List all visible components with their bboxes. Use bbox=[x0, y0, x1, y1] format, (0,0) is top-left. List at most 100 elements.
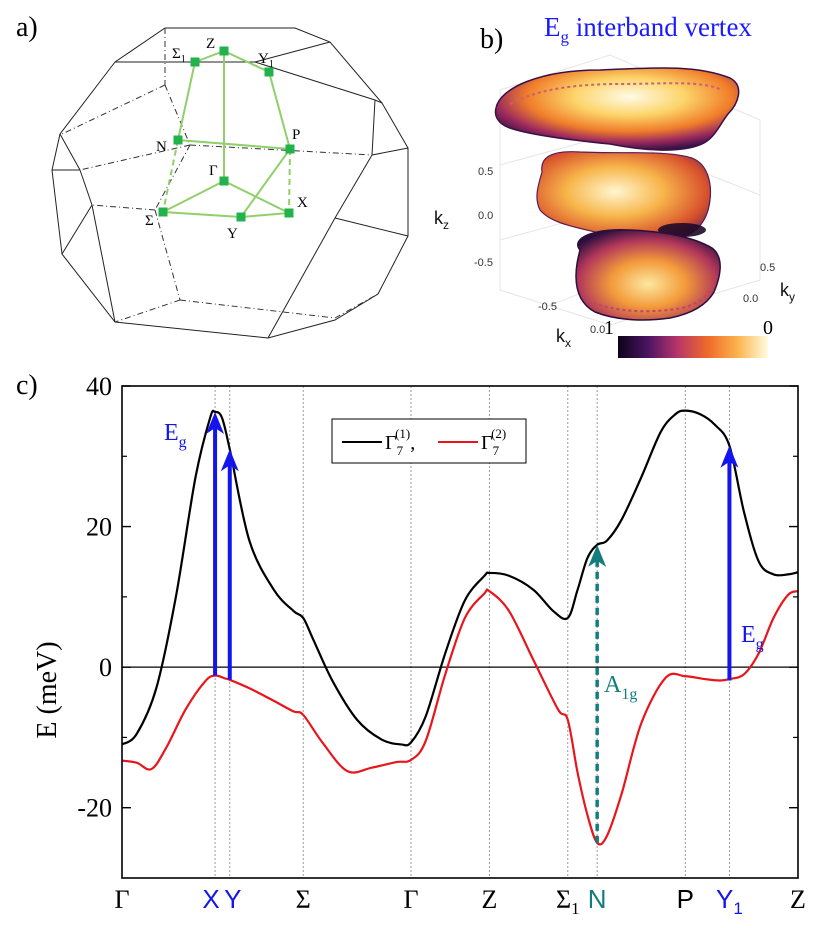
colorbar bbox=[618, 336, 768, 358]
zone-edge bbox=[91, 204, 116, 323]
kx-tick-0: -0.5 bbox=[538, 301, 557, 313]
path-gamma-x bbox=[223, 180, 290, 214]
colorbar-max-label: 0 bbox=[763, 317, 773, 339]
hidden-edge bbox=[114, 299, 181, 323]
path-sigma-y bbox=[162, 211, 242, 218]
x-tick-label-4: Γ bbox=[403, 885, 418, 914]
kz-tick-2: -0.5 bbox=[474, 257, 493, 269]
title-eg-sub: g bbox=[560, 27, 570, 47]
path-y1-p bbox=[268, 71, 291, 150]
zone-edge bbox=[79, 169, 93, 206]
zone-edge bbox=[59, 133, 81, 171]
zone-edge bbox=[371, 147, 409, 156]
panel-c: c) E (meV) -20 0 20 40 Γ X Y Σ Γ Z Σ1 N P Y1 Z Γ7(1),… bbox=[0, 350, 831, 928]
transition-arrow-head-3 bbox=[720, 445, 739, 468]
path-y-x bbox=[240, 212, 290, 218]
point-z bbox=[219, 46, 229, 56]
symmetry-path bbox=[162, 50, 291, 218]
point-p bbox=[285, 144, 295, 154]
point-y bbox=[236, 212, 246, 222]
label-y1: Y1 bbox=[258, 51, 274, 70]
ky-tick-1: 0.0 bbox=[743, 293, 758, 305]
transition-arrows bbox=[206, 412, 739, 843]
path-sigma1-z bbox=[194, 50, 225, 63]
brillouin-zone-figure: Z Σ1 Y1 N P Γ X Σ Y bbox=[51, 27, 409, 339]
label-sigma: Σ bbox=[145, 213, 154, 229]
transition-arrow-head-0 bbox=[206, 412, 225, 435]
y-tick-label-2: 20 bbox=[86, 513, 112, 542]
axis-ky-label: ky bbox=[780, 280, 795, 304]
point-n bbox=[173, 135, 183, 145]
y-axis-ticks: -20 0 20 40 bbox=[77, 372, 798, 823]
x-tick-label-7: N bbox=[588, 884, 607, 914]
series-line-1 bbox=[121, 409, 799, 747]
title-rest: interband vertex bbox=[569, 12, 752, 42]
zone-solid-edges bbox=[51, 27, 409, 339]
eg-annotation-left: Eg bbox=[164, 420, 187, 451]
path-sigma1-n bbox=[177, 61, 196, 141]
x-tick-label-0: Γ bbox=[114, 885, 129, 914]
label-z: Z bbox=[206, 36, 215, 52]
hidden-edge bbox=[154, 209, 181, 301]
zone-edge bbox=[267, 217, 336, 339]
zone-edge bbox=[374, 99, 383, 104]
point-gamma bbox=[219, 176, 229, 186]
path-p-x-dashed bbox=[288, 148, 291, 214]
path-n-sigma-dashed bbox=[162, 139, 179, 213]
zone-outline bbox=[51, 27, 409, 339]
colorbar-min-label: 1 bbox=[604, 317, 614, 339]
point-x bbox=[284, 208, 294, 218]
kz-tick-1: 0.0 bbox=[478, 210, 493, 222]
axis-kx-label: kx bbox=[556, 326, 571, 350]
hidden-edge bbox=[179, 299, 336, 319]
zone-edge bbox=[334, 154, 373, 219]
label-gamma: Γ bbox=[209, 163, 218, 179]
x-axis-ticks: Γ X Y Σ Γ Z Σ1 N P Y1 Z bbox=[114, 884, 805, 918]
hidden-edge bbox=[334, 293, 379, 319]
label-sigma1: Σ1 bbox=[172, 46, 186, 65]
label-x: X bbox=[297, 195, 308, 211]
y-tick-label-1: 0 bbox=[99, 653, 112, 682]
panel-b-label: b) bbox=[480, 24, 504, 55]
series-line-2 bbox=[121, 588, 799, 846]
eg-annotation-right: Eg bbox=[741, 622, 764, 653]
hidden-edge bbox=[154, 144, 191, 211]
kx-tick-1: 0.0 bbox=[590, 324, 605, 336]
x-tick-label-3: Σ bbox=[296, 885, 311, 914]
kz-tick-0: 0.5 bbox=[478, 166, 493, 178]
band-structure-chart: E (meV) -20 0 20 40 Γ X Y Σ Γ Z Σ1 N P Y1 Z Γ7(1), Γ7… bbox=[32, 372, 806, 918]
y-axis-label: E (meV) bbox=[32, 641, 63, 738]
x-tick-label-9: Y1 bbox=[716, 884, 743, 918]
hidden-edge bbox=[189, 144, 373, 156]
panel-b: b) Eg interband vertex bbox=[430, 0, 831, 370]
zone-edge bbox=[254, 41, 331, 63]
vertex-surface-bottom bbox=[575, 229, 721, 321]
path-p-y bbox=[240, 148, 291, 218]
vertex-surface-middle bbox=[536, 151, 712, 242]
a1g-annotation: A1g bbox=[604, 672, 637, 703]
panel-a: a) bbox=[0, 0, 430, 345]
y-tick-label-0: -20 bbox=[77, 794, 112, 823]
point-sigma bbox=[158, 207, 168, 217]
x-tick-label-8: P bbox=[677, 884, 694, 914]
zone-edge bbox=[334, 217, 409, 237]
transition-arrow-head-2 bbox=[588, 544, 607, 567]
legend: Γ7(1), Γ7(2) bbox=[331, 418, 527, 464]
hidden-edge bbox=[61, 84, 166, 135]
vertex-3d-plot: 0.5 0.0 -0.5 0.5 0.0 -0.5 0.0 kz ky kx 1… bbox=[434, 54, 795, 358]
axis-kz-label: kz bbox=[434, 208, 449, 232]
x-tick-label-10: Z bbox=[790, 885, 806, 914]
x-tick-label-6: Σ1 bbox=[556, 885, 580, 918]
x-tick-label-1: X bbox=[202, 884, 219, 914]
plot-frame bbox=[121, 385, 799, 879]
zone-hidden-edges bbox=[61, 28, 379, 323]
y-tick-label-3: 40 bbox=[86, 372, 112, 401]
x-tick-label-5: Z bbox=[481, 885, 497, 914]
path-z-y1 bbox=[223, 50, 270, 73]
hidden-edge bbox=[79, 144, 191, 171]
legend-label-band2: Γ7(2) bbox=[481, 426, 506, 458]
hidden-edge bbox=[164, 84, 191, 146]
panel-a-label: a) bbox=[16, 12, 38, 43]
legend-label-band1: Γ7(1), bbox=[385, 426, 415, 458]
vertex-surface-top bbox=[494, 67, 740, 151]
